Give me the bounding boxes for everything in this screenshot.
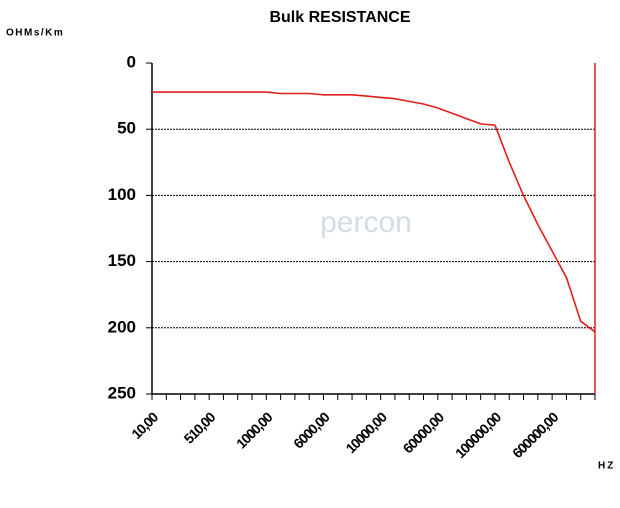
x-tick-label: 600000,00 xyxy=(509,409,562,462)
data-line xyxy=(152,91,596,333)
x-tick-label: 1000,00 xyxy=(233,409,276,452)
x-tick-label: 60000,00 xyxy=(400,409,448,457)
y-axis-label: OHMs/Km xyxy=(6,28,64,39)
watermark: percon xyxy=(320,206,412,239)
x-tick-label: 510,00 xyxy=(181,409,219,447)
y-tick-label: 50 xyxy=(117,119,136,138)
y-tick-label: 200 xyxy=(108,317,136,336)
chart-title: Bulk RESISTANCE xyxy=(269,9,410,26)
x-tick-label: 10,00 xyxy=(128,409,161,442)
y-tick-label: 250 xyxy=(108,383,136,402)
x-tick-label: 10000,00 xyxy=(342,409,390,457)
y-tick-label: 100 xyxy=(108,185,136,204)
x-axis-label: HZ xyxy=(598,461,615,472)
x-tick-label: 100000,00 xyxy=(452,409,505,462)
y-tick-label: 150 xyxy=(108,251,136,270)
y-tick-label: 0 xyxy=(127,52,136,71)
x-tick-label: 6000,00 xyxy=(290,409,333,452)
